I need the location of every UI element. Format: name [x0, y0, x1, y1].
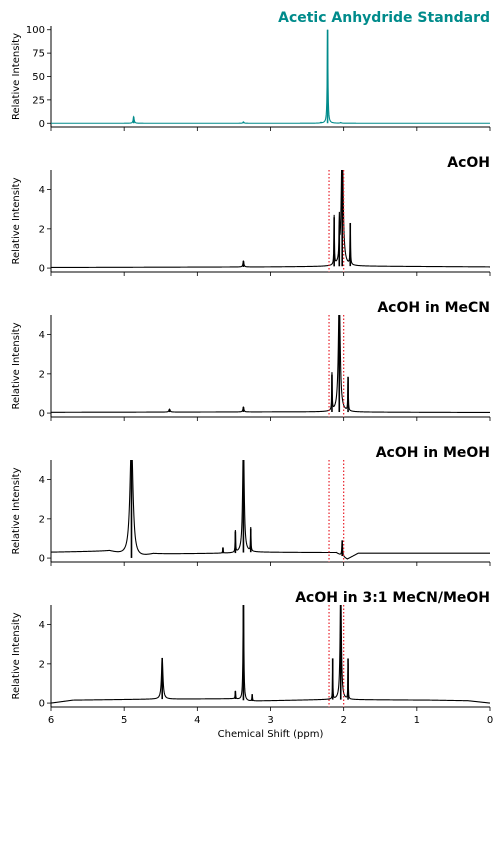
chart-panel-0: 0 25 50 75 100 Relative Intensity Acetic Anhyd… — [11, 10, 491, 131]
y-tick-label: 4 — [39, 620, 45, 631]
x-tick-label: 0 — [487, 715, 493, 726]
y-tick-label: 0 — [39, 554, 45, 565]
y-tick-label: 2 — [39, 514, 45, 525]
y-tick-label: 0 — [39, 119, 45, 130]
y-tick-label: 100 — [26, 25, 45, 36]
chart-panel-3: 0 2 4 Relative Intensity AcOH in MeOH — [11, 445, 491, 566]
x-tick-label: 2 — [340, 715, 346, 726]
x-tick-label: 3 — [267, 715, 273, 726]
x-tick-label: 1 — [414, 715, 420, 726]
y-tick-label: 75 — [32, 49, 45, 60]
chart-title: AcOH in 3:1 MeCN/MeOH — [295, 590, 490, 606]
spectrum-line — [51, 605, 490, 704]
chart-title: AcOH in MeCN — [377, 300, 490, 316]
y-tick-label: 4 — [39, 330, 45, 341]
y-tick-label: 2 — [39, 224, 45, 235]
chart-panel-1: 0 2 4 Relative Intensity AcOH — [11, 155, 491, 276]
spectrum-line — [51, 170, 490, 269]
y-axis-label: Relative Intensity — [11, 467, 22, 554]
y-tick-label: 25 — [32, 95, 45, 106]
x-tick-label: 5 — [121, 715, 127, 726]
y-tick-label: 2 — [39, 369, 45, 380]
y-tick-label: 0 — [39, 409, 45, 420]
y-tick-label: 0 — [39, 264, 45, 275]
spectrum-line — [51, 29, 490, 124]
chart-title: AcOH — [447, 155, 490, 171]
y-axis-label: Relative Intensity — [11, 33, 22, 120]
y-tick-label: 50 — [32, 72, 45, 83]
chart-panel-4: 0 2 4 6 5 4 3 2 1 0 Relative Intensity Chemical Shi… — [11, 590, 493, 740]
chart-title: Acetic Anhydride Standard — [278, 10, 490, 26]
spectrum-line — [51, 460, 490, 560]
y-tick-label: 0 — [39, 699, 45, 710]
spectrum-line — [51, 315, 490, 414]
y-axis-label: Relative Intensity — [11, 612, 22, 699]
x-axis-label: Chemical Shift (ppm) — [218, 729, 324, 740]
chart-title: AcOH in MeOH — [376, 445, 490, 461]
x-tick-label: 6 — [48, 715, 54, 726]
x-tick-label: 4 — [194, 715, 200, 726]
chart-panel-2: 0 2 4 Relative Intensity AcOH in MeCN — [11, 300, 491, 421]
y-axis-label: Relative Intensity — [11, 177, 22, 264]
y-tick-label: 4 — [39, 185, 45, 196]
y-tick-label: 4 — [39, 475, 45, 486]
y-axis-label: Relative Intensity — [11, 322, 22, 409]
y-tick-label: 2 — [39, 659, 45, 670]
